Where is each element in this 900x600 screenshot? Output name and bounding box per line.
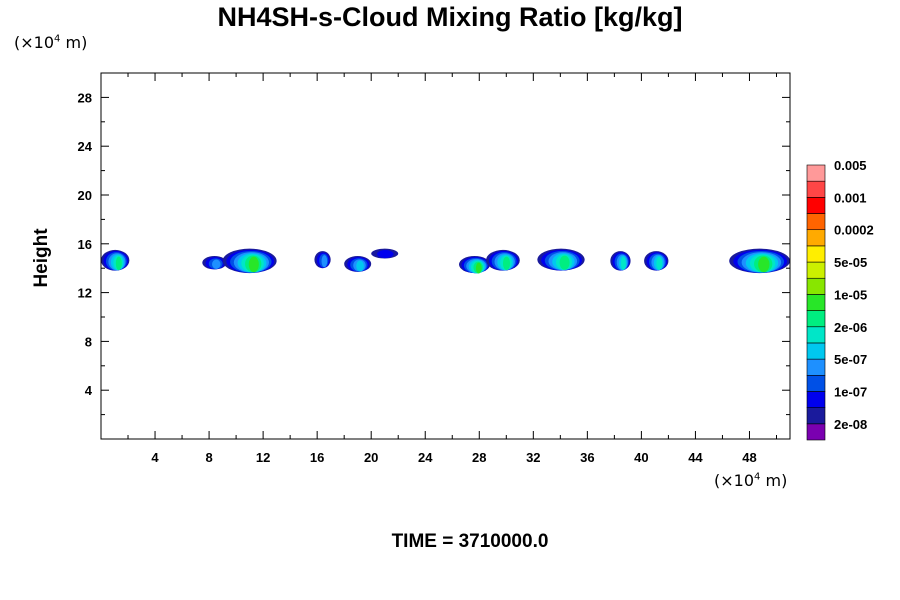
x-axis-unit: (×104 m): [714, 471, 788, 490]
time-label: TIME = 3710000.0: [391, 531, 549, 552]
cloud-patch: [610, 251, 631, 271]
cloud-level: [248, 256, 259, 273]
colorbar-label: 0.0002: [834, 223, 874, 238]
cloud-level: [356, 260, 364, 272]
colorbar-label: 0.001: [834, 190, 867, 205]
cloud-level: [656, 256, 663, 270]
cloud-level: [376, 250, 394, 259]
y-tick-label: 16: [78, 237, 92, 252]
colorbar-label: 2e-06: [834, 320, 867, 335]
x-tick-label: 40: [634, 450, 648, 465]
cloud-patch: [371, 248, 399, 259]
colorbar-swatch: [806, 229, 826, 247]
x-tick-label: 36: [580, 450, 594, 465]
colorbar-label: 1e-05: [834, 287, 867, 302]
colorbar-swatch: [806, 358, 826, 376]
y-axis-unit: (×104 m): [14, 33, 88, 52]
x-tick-label: 20: [364, 450, 378, 465]
colorbar-swatch: [806, 423, 826, 441]
x-tick-label: 4: [151, 450, 159, 465]
cloud-field: [101, 248, 791, 274]
y-tick-label: 8: [85, 334, 92, 349]
cloud-level: [212, 259, 221, 269]
colorbar-swatch: [806, 245, 826, 263]
cloud-patch: [202, 255, 227, 270]
colorbar-swatch: [806, 164, 826, 182]
cloud-patch: [644, 251, 669, 271]
cloud-patch: [314, 251, 331, 269]
colorbar-swatch: [806, 213, 826, 231]
colorbar-swatch: [806, 277, 826, 295]
cloud-level: [620, 256, 626, 270]
cloud-patch: [344, 256, 372, 272]
cloud-level: [115, 256, 122, 270]
x-tick-label: 44: [688, 450, 703, 465]
cloud-patch: [729, 248, 791, 274]
colorbar-label: 0.005: [834, 158, 867, 173]
colorbar-swatch: [806, 197, 826, 214]
y-tick-label: 20: [78, 188, 92, 203]
y-tick-label: 12: [78, 286, 92, 301]
colorbar-swatch: [806, 261, 826, 279]
x-tick-label: 16: [310, 450, 324, 465]
y-tick-label: 24: [78, 139, 93, 154]
colorbar-swatch: [806, 374, 826, 392]
colorbar-label: 1e-07: [834, 384, 867, 399]
colorbar-swatch: [806, 326, 826, 344]
cloud-patch: [486, 249, 520, 271]
cloud-level: [475, 262, 482, 274]
x-tick-label: 24: [418, 450, 433, 465]
x-tick-label: 12: [256, 450, 270, 465]
cloud-level: [502, 256, 511, 270]
y-tick-label: 4: [85, 383, 93, 398]
cloud-level: [321, 255, 328, 268]
cloud-patch: [537, 248, 585, 271]
colorbar-label: 2e-08: [834, 417, 867, 432]
colorbar-swatch: [806, 294, 826, 311]
colorbar-swatch: [806, 391, 826, 408]
colorbar-swatch: [806, 180, 826, 198]
x-tick-label: 48: [742, 450, 756, 465]
x-tick-label: 32: [526, 450, 540, 465]
colorbar-label: 5e-05: [834, 255, 867, 270]
colorbar-label: 5e-07: [834, 352, 867, 367]
cloud-patch: [459, 256, 491, 274]
colorbar-swatch: [806, 407, 826, 425]
chart-title: NH4SH-s-Cloud Mixing Ratio [kg/kg]: [217, 2, 683, 32]
cloud-level: [758, 256, 770, 273]
x-tick-label: 28: [472, 450, 486, 465]
colorbar-swatch: [806, 310, 826, 328]
x-tick-label: 8: [205, 450, 212, 465]
cloud-patch: [101, 249, 130, 271]
cloud-level: [559, 255, 570, 270]
colorbar-swatch: [806, 342, 826, 360]
cloud-patch: [222, 248, 277, 274]
colorbar: 2e-08 1e-07 5e-07 2e-06 1e-05 5e-05 0.0002 0.00…: [806, 158, 874, 441]
plot-frame: [100, 72, 791, 440]
y-tick-label: 28: [78, 90, 92, 105]
